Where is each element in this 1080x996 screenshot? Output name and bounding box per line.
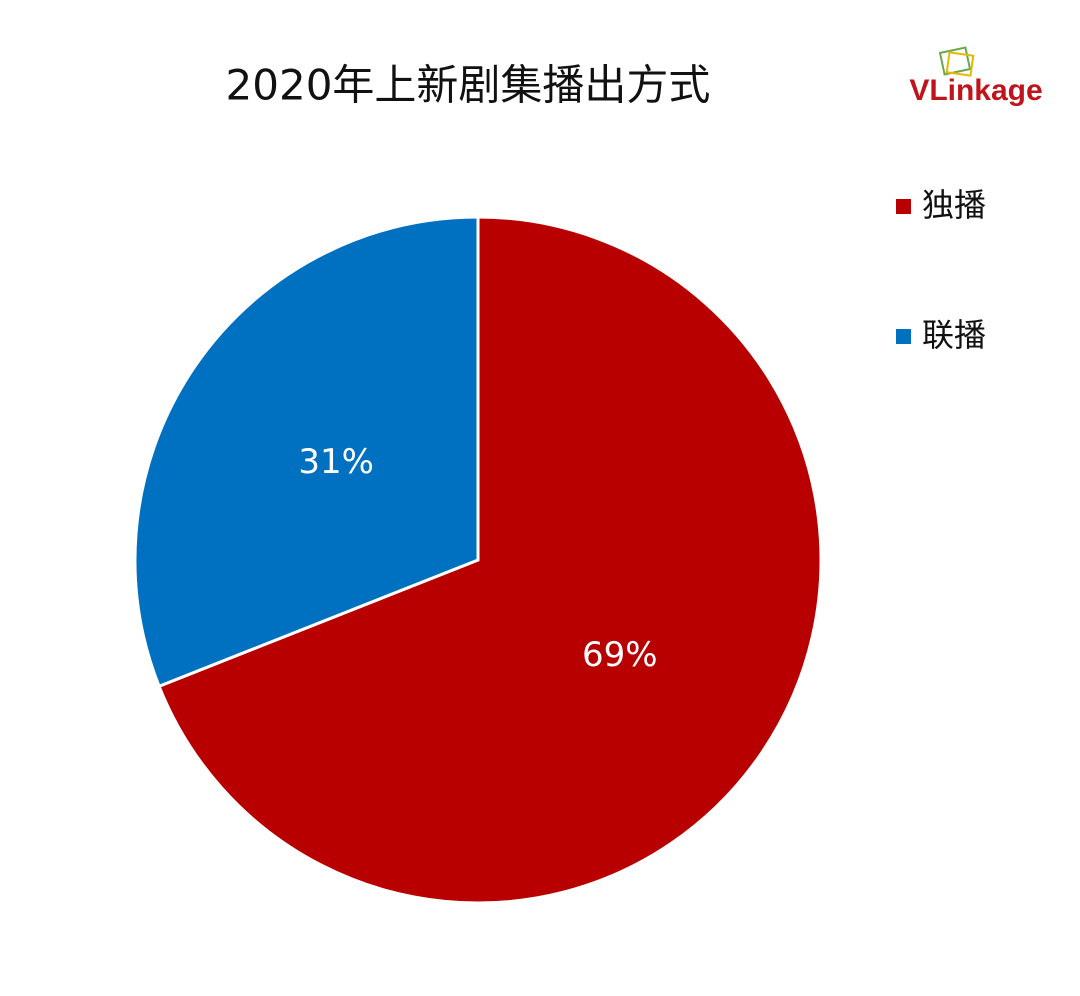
legend-label: 独播 bbox=[922, 186, 986, 224]
pie-slice bbox=[133, 215, 480, 689]
pie-slice bbox=[157, 215, 823, 905]
pie: 69% 31% bbox=[133, 215, 823, 905]
logo-icon bbox=[938, 46, 972, 76]
logo: VLinkage bbox=[909, 46, 1043, 107]
legend-swatch bbox=[896, 199, 911, 214]
legend-swatch bbox=[896, 329, 911, 344]
data-label: 69% bbox=[582, 635, 658, 675]
logo-icon bbox=[945, 51, 975, 77]
logo-text: VLinkage bbox=[909, 74, 1042, 107]
chart-title: 2020年上新剧集播出方式 bbox=[226, 61, 711, 110]
legend-label: 联播 bbox=[922, 316, 986, 354]
data-label: 31% bbox=[298, 442, 374, 482]
